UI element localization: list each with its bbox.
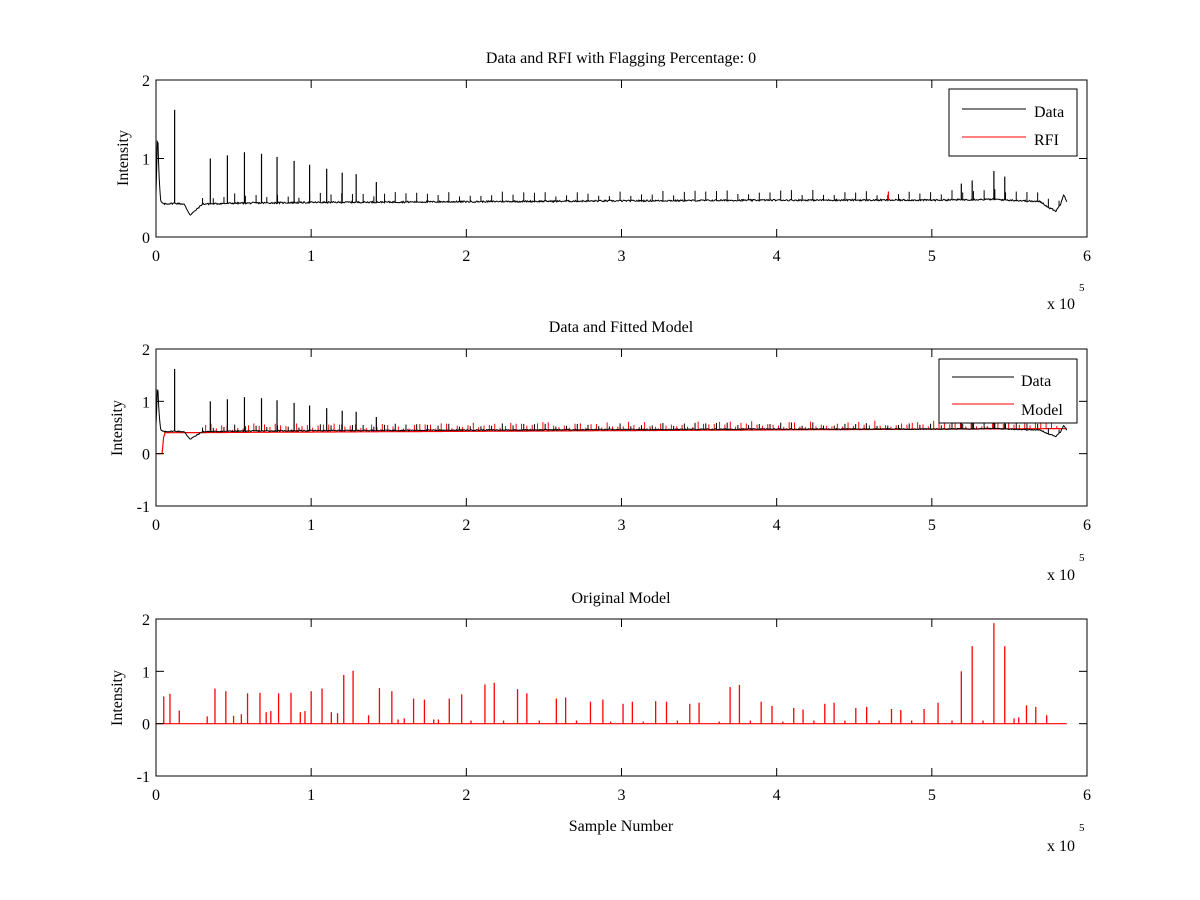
y-tick-label: 2 [142, 73, 150, 90]
panel-2-x-exponent: 5 [1079, 552, 1085, 564]
panel-1-ticks: 0 1 2 3 4 5 6 0 1 2 [142, 73, 1091, 265]
y-tick-label: 0 [142, 717, 150, 734]
panel-2: Data and Fitted Model Intensity 0 1 2 3 4 5 6 -… [109, 319, 1091, 584]
panel-1-marks [155, 109, 1068, 216]
panel-3-x-multiplier: x 10 [1047, 838, 1075, 855]
x-tick-label: 5 [928, 248, 936, 265]
x-tick-label: 2 [462, 517, 470, 534]
x-tick-label: 6 [1083, 517, 1091, 534]
x-tick-label: 4 [773, 517, 781, 534]
legend-model-label: Model [1021, 402, 1063, 419]
x-tick-label: 5 [928, 787, 936, 804]
panel-1-x-exponent: 5 [1079, 282, 1085, 294]
x-tick-label: 1 [307, 517, 315, 534]
x-tick-label: 1 [307, 787, 315, 804]
panel-1-title: Data and RFI with Flagging Percentage: 0 [486, 50, 756, 67]
panel-1-ylabel: Intensity [115, 130, 132, 186]
panel-2-legend: Data Model [938, 358, 1078, 424]
y-tick-label: -1 [137, 499, 150, 516]
panel-1-legend-box [948, 88, 1078, 157]
panel-2-legend-box [938, 358, 1078, 424]
panel-3-xlabel: Sample Number [569, 818, 674, 835]
y-tick-label: 2 [142, 612, 150, 629]
y-tick-label: -1 [137, 769, 150, 786]
y-tick-label: 0 [142, 230, 150, 247]
y-tick-label: 2 [142, 342, 150, 359]
x-tick-label: 6 [1083, 248, 1091, 265]
panel-2-marks [155, 368, 1068, 455]
y-tick-label: 1 [142, 394, 150, 411]
data-series-line [155, 139, 1068, 216]
x-tick-label: 4 [773, 787, 781, 804]
x-tick-label: 1 [307, 248, 315, 265]
legend-rfi-label: RFI [1034, 132, 1059, 149]
y-tick-label: 1 [142, 664, 150, 681]
y-tick-label: 0 [142, 447, 150, 464]
panel-3-marks [156, 623, 1067, 725]
panel-2-x-multiplier: x 10 [1047, 567, 1075, 584]
x-tick-label: 2 [462, 787, 470, 804]
panel-1: Data and RFI with Flagging Percentage: 0… [115, 50, 1091, 313]
x-tick-label: 3 [618, 787, 626, 804]
x-tick-label: 0 [152, 517, 160, 534]
panel-3-x-exponent: 5 [1079, 822, 1085, 834]
x-tick-label: 2 [462, 248, 470, 265]
x-tick-label: 3 [618, 517, 626, 534]
x-tick-label: 5 [928, 517, 936, 534]
x-tick-label: 0 [152, 787, 160, 804]
panel-3-title: Original Model [571, 590, 671, 607]
y-tick-label: 1 [142, 152, 150, 169]
x-tick-label: 6 [1083, 787, 1091, 804]
panel-2-title: Data and Fitted Model [549, 319, 694, 336]
panel-1-x-multiplier: x 10 [1047, 296, 1075, 313]
legend-data-label: Data [1021, 373, 1051, 390]
x-tick-label: 3 [618, 248, 626, 265]
panel-3-ylabel: Intensity [109, 670, 126, 726]
x-tick-label: 0 [152, 248, 160, 265]
legend-data-label: Data [1034, 104, 1064, 121]
data-series-line [155, 389, 1068, 440]
x-tick-label: 4 [773, 248, 781, 265]
panel-2-ylabel: Intensity [109, 400, 126, 456]
panel-1-legend: Data RFI [948, 88, 1078, 157]
